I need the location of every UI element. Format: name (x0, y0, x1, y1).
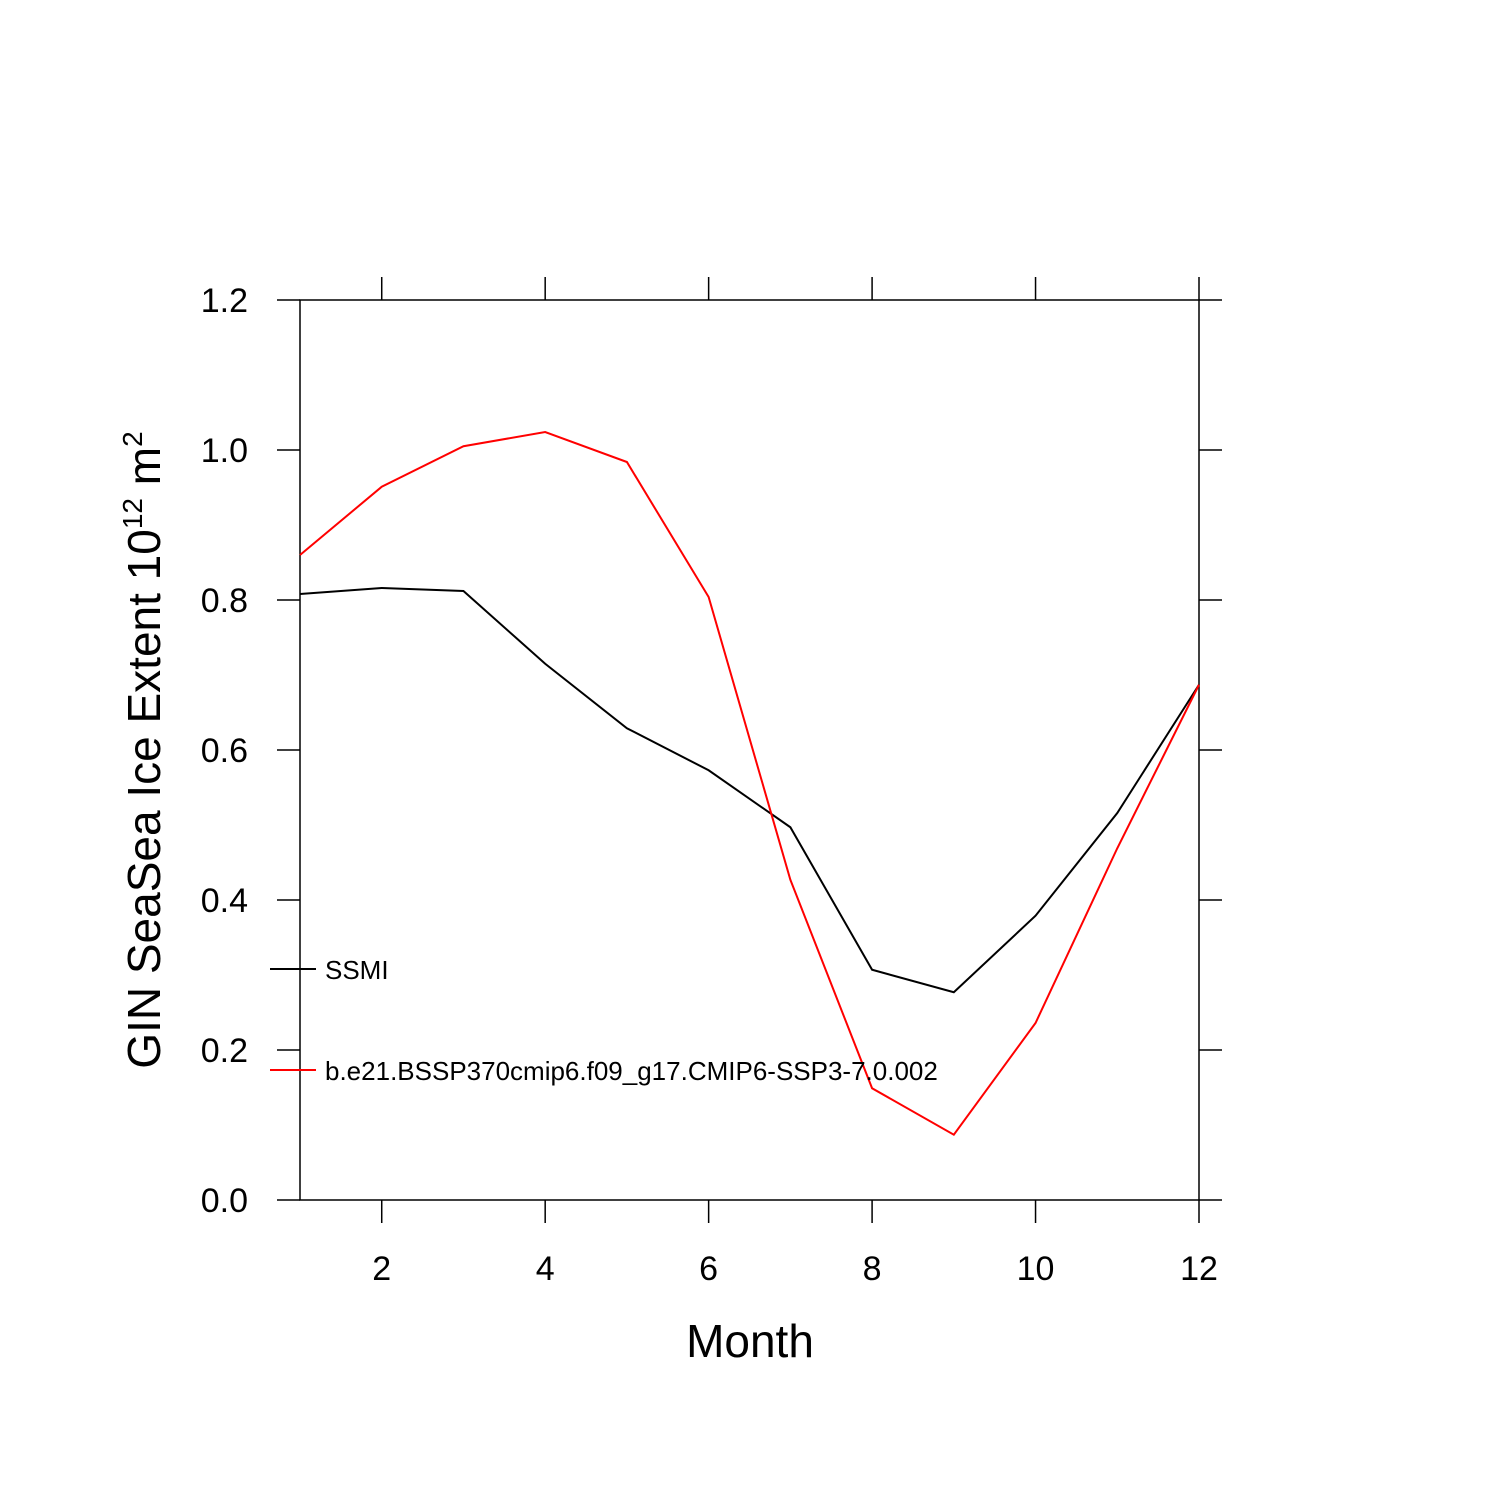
x-tick-label: 6 (699, 1250, 718, 1288)
x-tick-label: 4 (536, 1250, 555, 1288)
x-tick-label: 2 (372, 1250, 391, 1288)
y-tick-label: 0.6 (201, 732, 248, 770)
y-tick-label: 0.2 (201, 1032, 248, 1070)
y-tick-label: 1.0 (201, 432, 248, 470)
y-tick-label: 0.0 (201, 1182, 248, 1220)
y-label-text: GIN SeaSea Ice Extent 10 (118, 529, 170, 1069)
series-line (299, 586, 1200, 994)
series-line (299, 430, 1200, 1137)
y-tick-label: 1.2 (201, 282, 248, 320)
y-label-sup: 12 (117, 498, 148, 529)
x-axis-label: Month (686, 1315, 814, 1367)
y-label-text: m (118, 447, 170, 498)
y-label-sup: 2 (117, 431, 148, 447)
y-tick-label: 0.4 (201, 882, 248, 920)
x-tick-label: 8 (863, 1250, 882, 1288)
legend-label: b.e21.BSSP370cmip6.f09_g17.CMIP6-SSP3-7.… (325, 1056, 938, 1086)
y-axis-label: GIN SeaSea Ice Extent 1012 m2 (117, 431, 170, 1068)
y-tick-label: 0.8 (201, 582, 248, 620)
x-tick-label: 10 (1017, 1250, 1055, 1288)
x-tick-label: 12 (1180, 1250, 1218, 1288)
legend-label: SSMI (325, 955, 389, 985)
